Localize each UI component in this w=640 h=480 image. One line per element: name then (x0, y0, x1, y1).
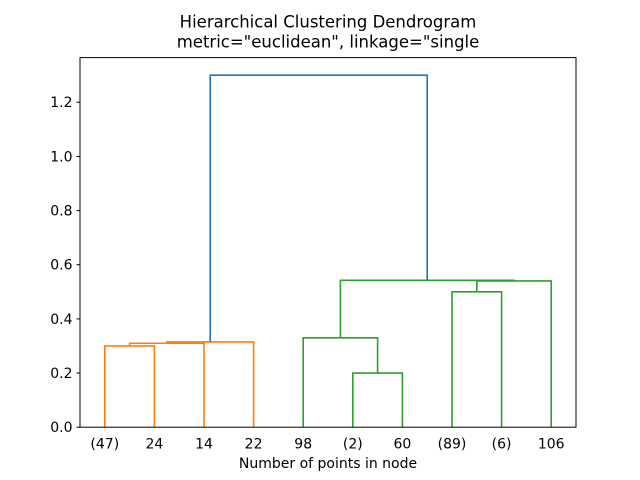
plot-subtitle: metric="euclidean", linkage="single (177, 33, 480, 52)
x-tick-label: 22 (245, 437, 263, 453)
x-tick-label: 106 (538, 437, 565, 453)
x-tick-label: 98 (294, 437, 312, 453)
dendrogram-link (451, 291, 503, 428)
axes-frame (79, 57, 577, 428)
x-tick-label: (47) (90, 437, 119, 453)
x-tick-label: (6) (492, 437, 512, 453)
dendrogram-link (475, 280, 553, 428)
x-axis: (47) 24 14 22 98 (2) 60 (89) (6) 106 (90, 437, 564, 453)
y-tick-label: 0.8 (50, 203, 72, 219)
y-tick-label: 0.6 (50, 258, 72, 274)
dendrogram-link (339, 279, 515, 338)
y-tick-label: 0.4 (50, 312, 72, 328)
dendrogram-links (104, 74, 553, 428)
y-tick-label: 0.2 (50, 366, 72, 382)
x-tick-label: 14 (195, 437, 213, 453)
y-axis: 0.0 0.2 0.4 0.6 0.8 1.0 1.2 (50, 95, 80, 436)
x-tick-label: 24 (145, 437, 163, 453)
dendrogram-link (351, 372, 404, 428)
x-tick-label: 60 (393, 437, 411, 453)
dendrogram-link (209, 74, 429, 342)
dendrogram-link (128, 342, 205, 428)
y-tick-label: 0.0 (50, 420, 72, 436)
x-tick-label: (2) (343, 437, 363, 453)
x-tick-label: (89) (438, 437, 467, 453)
y-tick-label: 1.0 (50, 149, 72, 165)
x-axis-label: Number of points in node (239, 456, 417, 472)
y-tick-label: 1.2 (50, 95, 72, 111)
dendrogram-link (104, 345, 156, 428)
dendrogram-link (166, 341, 255, 428)
dendrogram-link (302, 337, 379, 428)
plot-title: Hierarchical Clustering Dendrogram (180, 13, 477, 32)
